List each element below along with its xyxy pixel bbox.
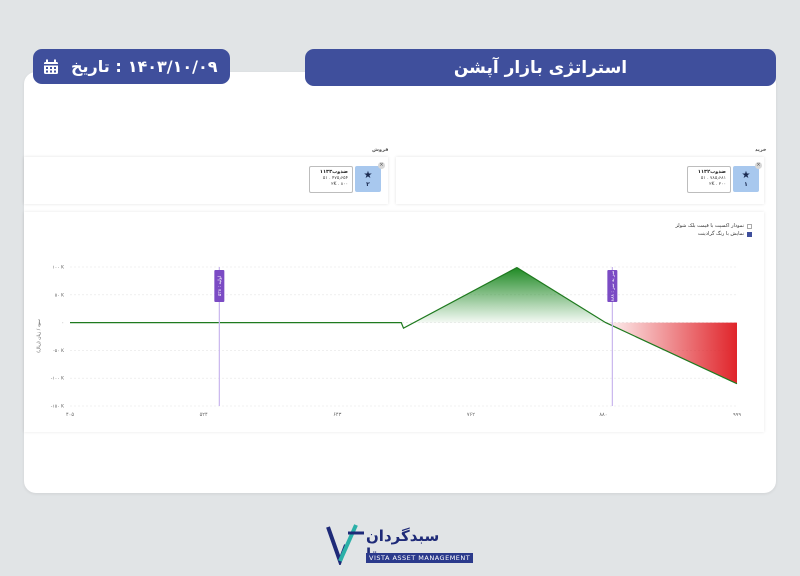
leg-price: ۵۱ . ۷۸۵٫۶۸۱ bbox=[700, 176, 726, 181]
sell-leg-close-icon[interactable]: × bbox=[378, 162, 385, 169]
option-black-scholes[interactable]: نمودار اکسپت با قیمت بلک شولز bbox=[675, 223, 752, 229]
leg-symbol: ضذوب۱۱۳۲ bbox=[697, 169, 726, 175]
date-bar: تاریخ : ۱۴۰۳/۱۰/۰۹ bbox=[33, 49, 230, 84]
logo-text-en: VISTA ASSET MANAGEMENT bbox=[366, 553, 474, 563]
option-gradient[interactable]: نمایش با رنگ گرادینت bbox=[698, 231, 752, 237]
option-label: نمایش با رنگ گرادینت bbox=[697, 231, 744, 237]
buy-leg-close-icon[interactable]: × bbox=[755, 162, 762, 169]
leg-quantity: ۲K . ۸۰۰ bbox=[331, 182, 348, 187]
page-title-bar: استراتژی بازار آپشن bbox=[305, 49, 776, 86]
star-icon: ★ bbox=[363, 169, 373, 181]
black-scholes-checkbox[interactable] bbox=[747, 223, 752, 229]
chart-panel bbox=[24, 212, 764, 432]
sell-section-label: فروش bbox=[372, 147, 389, 153]
vista-logo: سبدگردان ویستا VISTA ASSET MANAGEMENT bbox=[326, 523, 476, 565]
leg-quantity: ۲K . ۲۰۰ bbox=[709, 182, 726, 187]
logo-mark-icon bbox=[326, 524, 364, 565]
date-label: تاریخ : bbox=[71, 57, 122, 76]
buy-leg-badge: ★ ۱ bbox=[733, 166, 759, 192]
option-label: نمودار اکسپت با قیمت بلک شولز bbox=[675, 223, 744, 229]
sell-leg-badge: ★ ۲ bbox=[355, 166, 381, 192]
calendar-icon bbox=[44, 59, 58, 74]
leg-number: ۱ bbox=[744, 180, 748, 188]
buy-section-label: خرید bbox=[755, 147, 767, 153]
date-value: ۱۴۰۳/۱۰/۰۹ bbox=[127, 57, 218, 76]
gradient-checkbox[interactable] bbox=[747, 231, 752, 237]
page-title: استراتژی بازار آپشن bbox=[453, 57, 628, 78]
star-icon: ★ bbox=[741, 169, 751, 181]
leg-symbol: ضذوب۱۱۳۳ bbox=[319, 169, 348, 175]
buy-leg-card[interactable]: ضذوب۱۱۳۲ ۵۱ . ۷۸۵٫۶۸۱ ۲K . ۲۰۰ bbox=[687, 166, 731, 193]
leg-price: ۵۱ . ۴۷۵٫۶۵۴ bbox=[322, 176, 348, 181]
leg-number: ۲ bbox=[366, 180, 370, 188]
sell-leg-card[interactable]: ضذوب۱۱۳۳ ۵۱ . ۴۷۵٫۶۵۴ ۲K . ۸۰۰ bbox=[309, 166, 353, 193]
